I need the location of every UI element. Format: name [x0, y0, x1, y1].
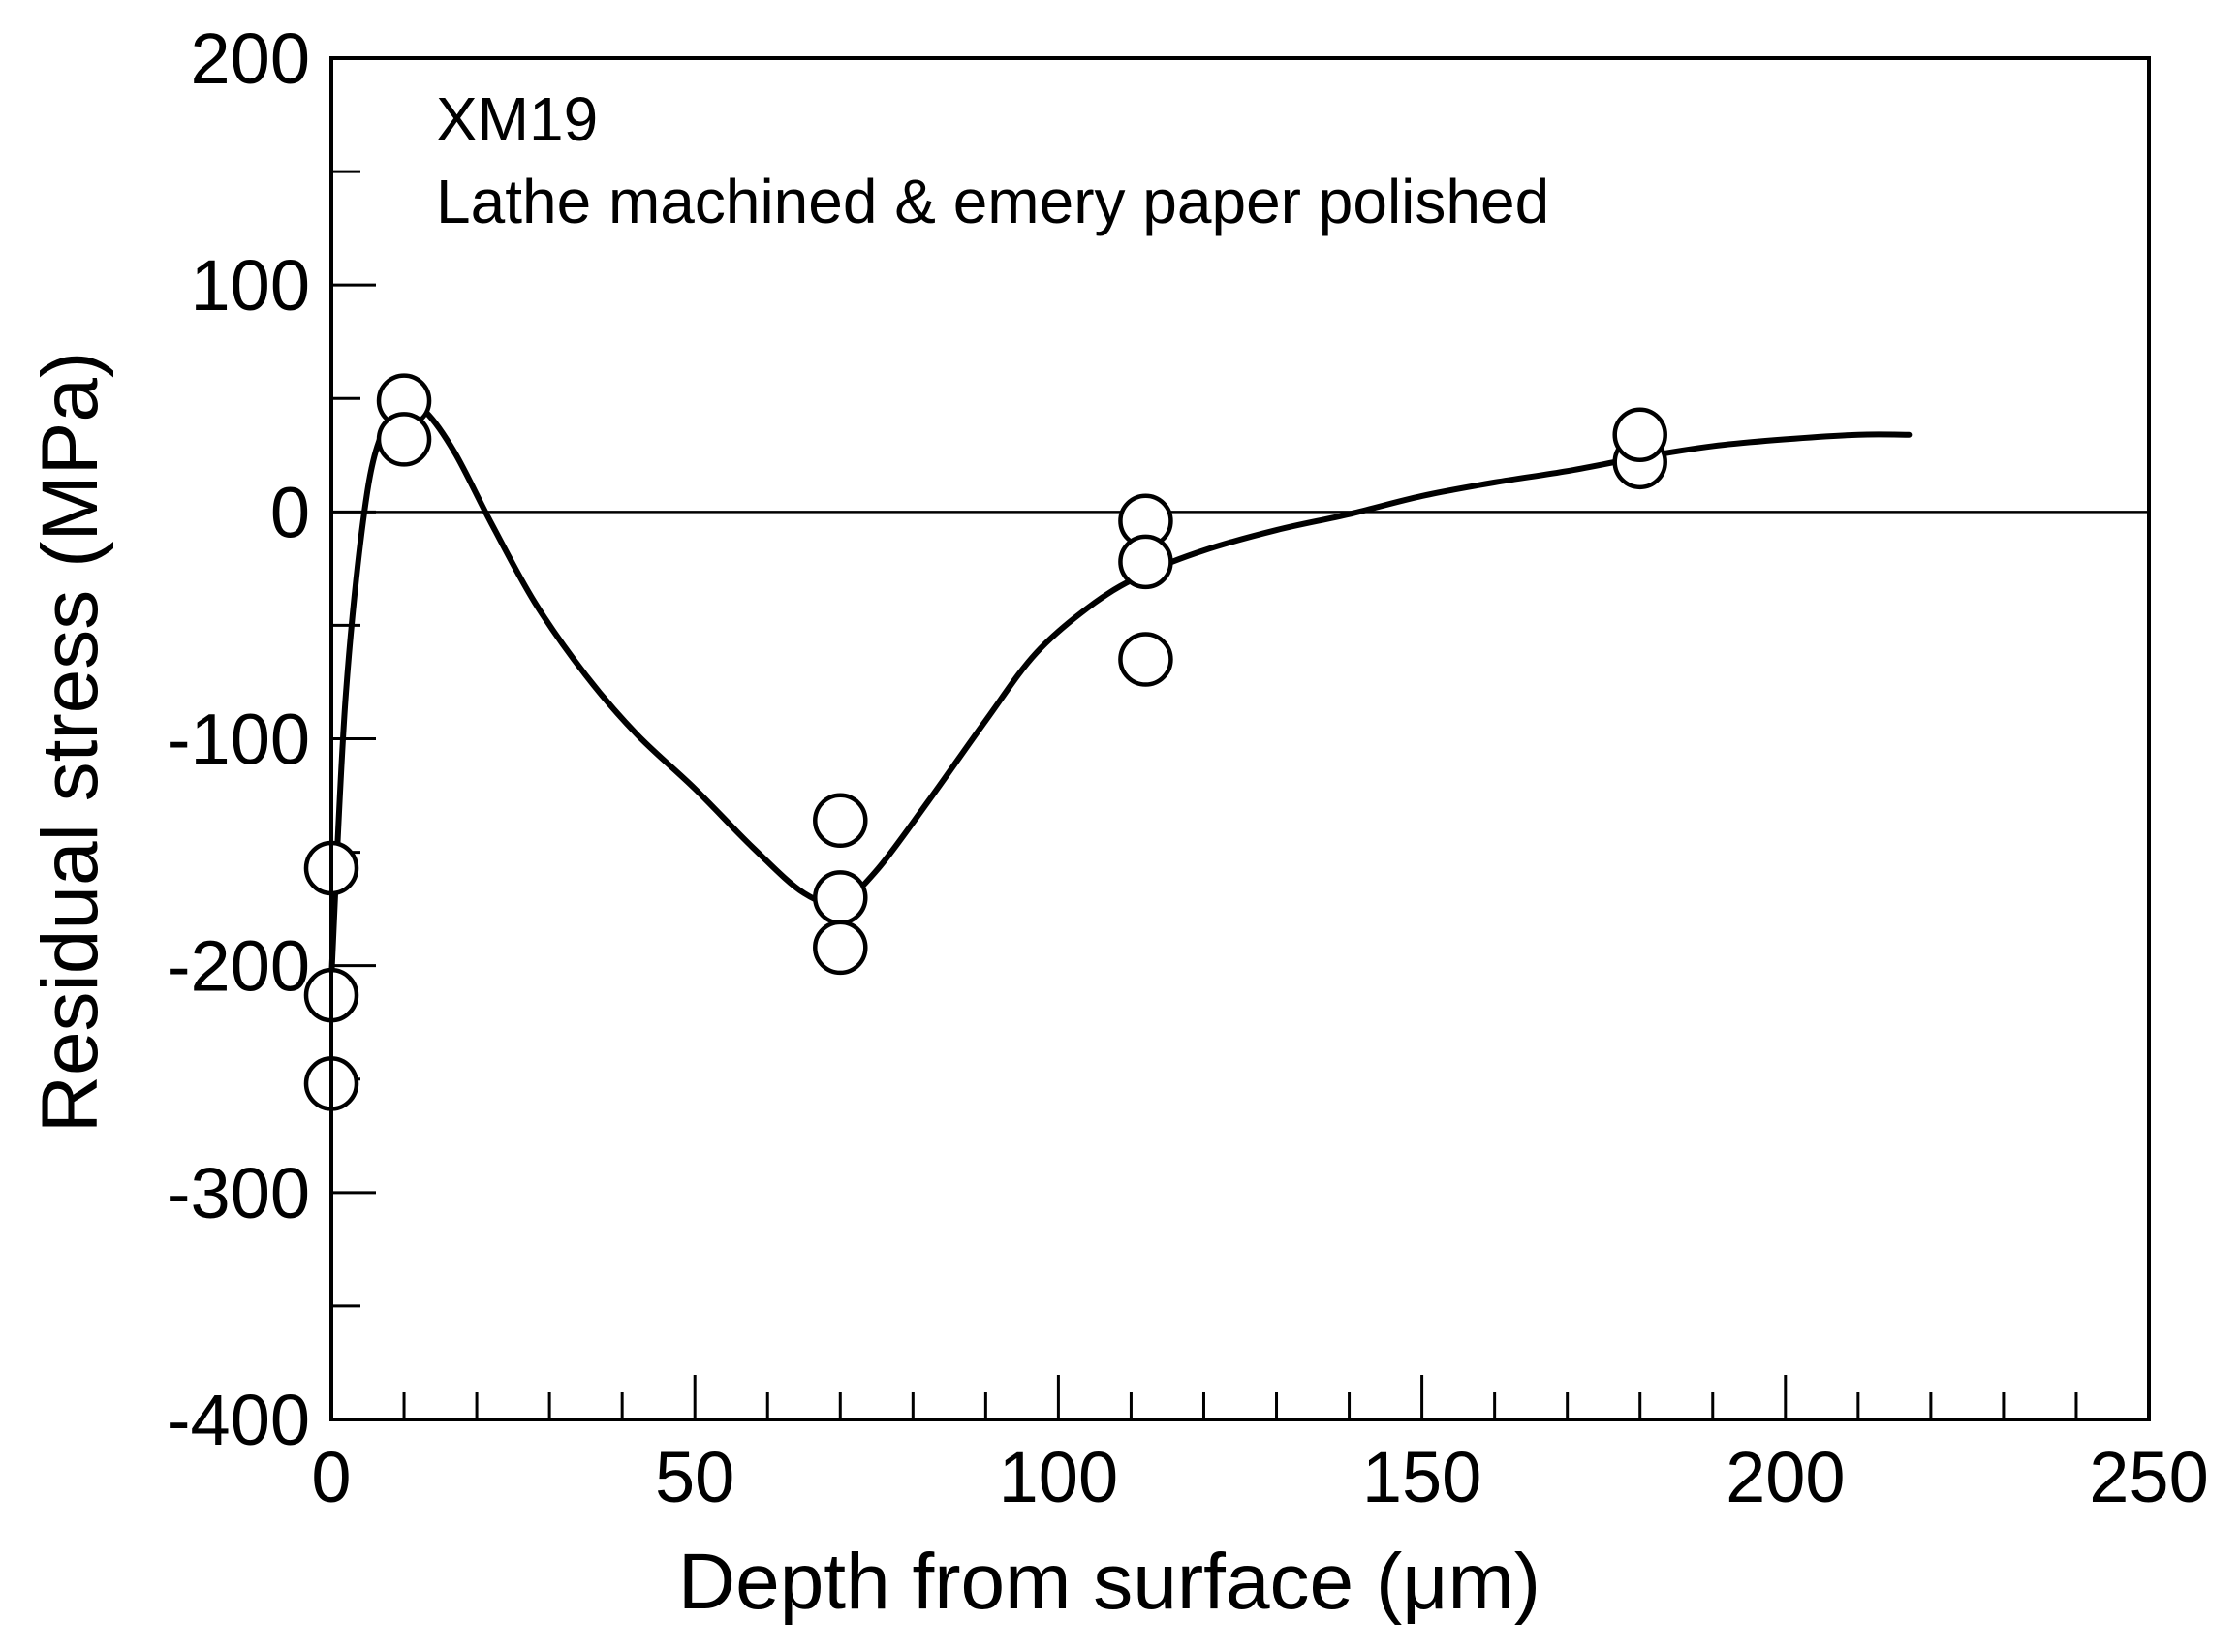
y-tick-label--200: -200: [167, 926, 310, 1007]
annotation-process: Lathe machined & emery paper polished: [436, 167, 1549, 236]
plot-frame: [329, 56, 2151, 1421]
y-tick-label--100: -100: [167, 700, 310, 780]
data-point-5: [813, 793, 868, 849]
annotation-material: XM19: [436, 84, 598, 154]
y-tick-labels: 200 100 0 -100 -200 -300 -400: [167, 18, 310, 1460]
data-point-6: [813, 870, 868, 925]
y-tick-label--300: -300: [167, 1153, 310, 1233]
data-points: [303, 373, 1667, 1111]
x-tick-label-150: 150: [1362, 1437, 1481, 1517]
y-tick-label-100: 100: [191, 245, 310, 326]
data-point-4: [376, 412, 432, 467]
data-point-9: [1118, 534, 1173, 590]
x-tick-label-0: 0: [311, 1437, 351, 1517]
y-tick-label--400: -400: [167, 1380, 310, 1460]
x-tick-label-100: 100: [999, 1437, 1118, 1517]
data-point-12: [1612, 407, 1667, 462]
y-tick-label-200: 200: [191, 18, 310, 99]
x-axis-title: Depth from surface (μm): [678, 1538, 1540, 1626]
x-tick-label-250: 250: [2089, 1437, 2208, 1517]
x-minor-ticks: [402, 1392, 2078, 1419]
y-major-ticks: [331, 56, 376, 1421]
y-axis-title: Residual stress (MPa): [26, 352, 114, 1134]
x-tick-label-200: 200: [1726, 1437, 1845, 1517]
y-tick-label-0: 0: [270, 472, 310, 552]
x-tick-labels: 0 50 100 150 200 250: [311, 1437, 2208, 1517]
x-major-ticks: [329, 1375, 2151, 1419]
data-point-7: [813, 920, 868, 976]
x-tick-label-50: 50: [655, 1437, 734, 1517]
fitted-curve: [328, 399, 1913, 982]
data-point-10: [1118, 632, 1173, 687]
